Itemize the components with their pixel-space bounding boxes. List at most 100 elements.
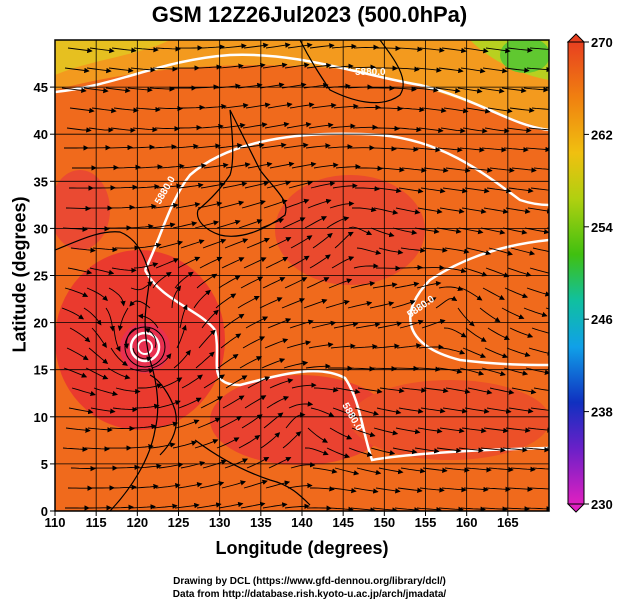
streamline (83, 87, 109, 94)
streamline (504, 506, 530, 511)
streamline (199, 256, 223, 269)
streamline (509, 327, 534, 338)
streamline (223, 103, 249, 109)
streamline (350, 507, 376, 511)
streamline (151, 144, 177, 150)
streamline (201, 103, 227, 110)
streamline (370, 447, 396, 456)
y-tick-label: 5 (41, 457, 48, 472)
streamline (172, 440, 198, 449)
streamline (181, 163, 207, 169)
streamline (531, 107, 549, 110)
streamline (289, 319, 314, 329)
streamline (237, 82, 263, 89)
streamline (242, 122, 268, 129)
streamline (527, 207, 549, 214)
streamline (262, 62, 288, 69)
streamline (138, 383, 163, 389)
streamline (269, 161, 295, 169)
streamline (144, 328, 157, 349)
streamline (530, 187, 549, 191)
streamline (312, 232, 333, 249)
streamline (61, 87, 87, 94)
x-tick-label: 125 (168, 515, 190, 530)
streamline (375, 125, 400, 132)
streamline (308, 122, 334, 129)
streamline (435, 295, 458, 309)
streamline (193, 289, 211, 309)
streamline (348, 226, 373, 236)
streamline (263, 412, 284, 429)
streamline (91, 107, 117, 114)
streamline (423, 387, 449, 394)
streamline (335, 164, 361, 170)
streamline (62, 226, 88, 232)
streamline (488, 466, 514, 473)
streamline (438, 506, 464, 511)
streamline (112, 184, 138, 191)
streamline (445, 387, 471, 394)
streamline (285, 198, 310, 209)
colorbar-tick-label: 262 (591, 127, 613, 142)
streamline (108, 287, 126, 307)
streamline (524, 446, 549, 453)
streamline (461, 427, 487, 434)
streamline (67, 267, 93, 275)
streamline (504, 287, 529, 299)
streamline (401, 387, 427, 393)
streamline (290, 235, 313, 249)
streamline (265, 480, 291, 489)
streamline (480, 447, 506, 453)
streamline (84, 226, 110, 232)
streamline (130, 67, 156, 73)
streamline (220, 333, 242, 349)
streamline (83, 307, 102, 326)
streamline (221, 480, 246, 489)
streamline (489, 387, 515, 395)
streamline (66, 127, 92, 133)
streamline (304, 216, 328, 229)
streamline (529, 47, 549, 50)
streamline (400, 467, 426, 474)
streamline (219, 200, 245, 209)
streamline (462, 347, 487, 359)
streamline (460, 506, 486, 511)
streamline (532, 247, 549, 253)
streamline (441, 267, 467, 274)
streamline (114, 245, 140, 251)
streamline (136, 463, 162, 469)
streamline (310, 181, 336, 189)
streamline (484, 347, 509, 359)
streamline (309, 43, 335, 49)
streamline (283, 142, 309, 149)
streamline (358, 165, 383, 172)
streamline (503, 146, 529, 153)
streamline (176, 324, 187, 349)
streamline (423, 167, 449, 173)
streamline (289, 102, 315, 109)
streamline (88, 347, 109, 364)
streamline (350, 64, 376, 70)
streamline (156, 183, 182, 189)
streamline (129, 367, 155, 374)
streamline (371, 365, 397, 372)
streamline (137, 164, 163, 170)
streamline (173, 143, 199, 150)
streamline (466, 247, 492, 256)
streamline (88, 127, 114, 133)
streamline (151, 353, 172, 369)
streamline (414, 227, 440, 234)
streamline (334, 231, 354, 249)
y-tick-label: 35 (34, 174, 48, 189)
streamline (196, 502, 222, 509)
streamline (483, 207, 509, 214)
streamline (178, 397, 202, 409)
x-tick-label: 155 (415, 515, 437, 530)
streamline (128, 223, 154, 230)
streamline (419, 487, 445, 493)
streamline (396, 126, 422, 133)
streamline (158, 240, 184, 249)
streamline (306, 62, 332, 69)
streamline (444, 467, 470, 473)
streamline (152, 271, 172, 289)
